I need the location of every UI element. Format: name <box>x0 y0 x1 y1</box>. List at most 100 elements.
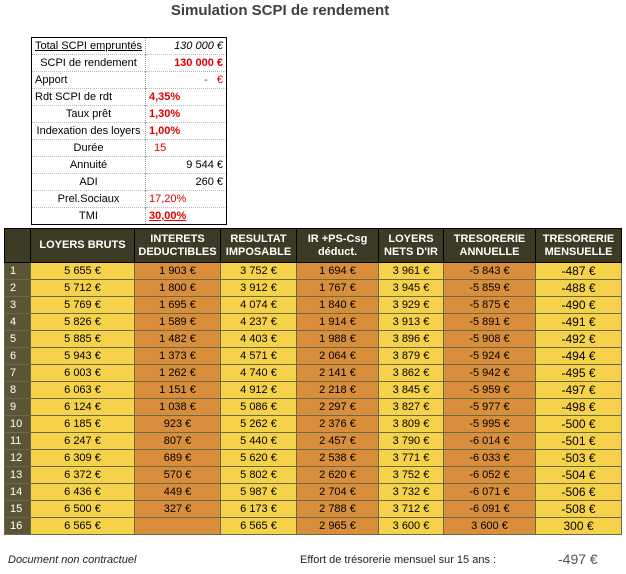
param-value[interactable]: - € <box>204 74 223 86</box>
row-number[interactable]: 7 <box>4 364 31 382</box>
tresorerie-mensuelle-cell[interactable]: -494 € <box>535 347 622 365</box>
row-number[interactable]: 3 <box>4 296 31 314</box>
loyers-bruts-cell[interactable]: 5 885 € <box>30 330 135 348</box>
loyers-bruts-cell[interactable]: 6 565 € <box>30 517 135 535</box>
param-value[interactable]: 15 <box>154 142 167 154</box>
resultat-cell[interactable]: 4 740 € <box>220 364 297 382</box>
resultat-cell[interactable]: 5 262 € <box>220 415 297 433</box>
row-number[interactable]: 14 <box>4 483 31 501</box>
ir-ps-cell[interactable]: 2 620 € <box>296 466 379 484</box>
interets-cell[interactable]: 1 262 € <box>134 364 221 382</box>
tresorerie-annuelle-cell[interactable]: -5 942 € <box>443 364 536 382</box>
row-number[interactable]: 10 <box>4 415 31 433</box>
row-number[interactable]: 9 <box>4 398 31 416</box>
resultat-cell[interactable]: 4 074 € <box>220 296 297 314</box>
tresorerie-annuelle-cell[interactable]: -5 843 € <box>443 262 536 280</box>
loyers-nets-cell[interactable]: 3 929 € <box>378 296 444 314</box>
tresorerie-annuelle-cell[interactable]: -5 859 € <box>443 279 536 297</box>
tresorerie-mensuelle-cell[interactable]: -504 € <box>535 466 622 484</box>
resultat-cell[interactable]: 6 173 € <box>220 500 297 518</box>
tresorerie-annuelle-cell[interactable]: -5 924 € <box>443 347 536 365</box>
interets-cell[interactable]: 1 482 € <box>134 330 221 348</box>
tresorerie-mensuelle-cell[interactable]: -491 € <box>535 313 622 331</box>
loyers-bruts-cell[interactable]: 6 372 € <box>30 466 135 484</box>
resultat-cell[interactable]: 4 912 € <box>220 381 297 399</box>
loyers-nets-cell[interactable]: 3 879 € <box>378 347 444 365</box>
loyers-bruts-cell[interactable]: 6 309 € <box>30 449 135 467</box>
tresorerie-annuelle-cell[interactable]: -6 071 € <box>443 483 536 501</box>
loyers-bruts-cell[interactable]: 6 003 € <box>30 364 135 382</box>
tresorerie-mensuelle-cell[interactable]: -495 € <box>535 364 622 382</box>
tresorerie-mensuelle-cell[interactable]: -500 € <box>535 415 622 433</box>
ir-ps-cell[interactable]: 2 538 € <box>296 449 379 467</box>
interets-cell[interactable]: 1 038 € <box>134 398 221 416</box>
loyers-bruts-cell[interactable]: 5 826 € <box>30 313 135 331</box>
loyers-bruts-cell[interactable]: 5 655 € <box>30 262 135 280</box>
interets-cell[interactable]: 327 € <box>134 500 221 518</box>
tresorerie-annuelle-cell[interactable]: -5 995 € <box>443 415 536 433</box>
ir-ps-cell[interactable]: 2 457 € <box>296 432 379 450</box>
loyers-bruts-cell[interactable]: 6 124 € <box>30 398 135 416</box>
ir-ps-cell[interactable]: 2 965 € <box>296 517 379 535</box>
row-number[interactable]: 15 <box>4 500 31 518</box>
tresorerie-annuelle-cell[interactable]: -6 091 € <box>443 500 536 518</box>
ir-ps-cell[interactable]: 1 694 € <box>296 262 379 280</box>
loyers-nets-cell[interactable]: 3 809 € <box>378 415 444 433</box>
ir-ps-cell[interactable]: 2 297 € <box>296 398 379 416</box>
tresorerie-annuelle-cell[interactable]: -6 033 € <box>443 449 536 467</box>
row-number[interactable]: 11 <box>4 432 31 450</box>
param-value[interactable]: 130 000 € <box>174 57 223 69</box>
tresorerie-mensuelle-cell[interactable]: -490 € <box>535 296 622 314</box>
loyers-nets-cell[interactable]: 3 862 € <box>378 364 444 382</box>
loyers-nets-cell[interactable]: 3 771 € <box>378 449 444 467</box>
loyers-nets-cell[interactable]: 3 752 € <box>378 466 444 484</box>
row-number[interactable]: 1 <box>4 262 31 280</box>
ir-ps-cell[interactable]: 2 704 € <box>296 483 379 501</box>
interets-cell[interactable]: 1 373 € <box>134 347 221 365</box>
tresorerie-annuelle-cell[interactable]: 3 600 € <box>443 517 536 535</box>
loyers-bruts-cell[interactable]: 5 712 € <box>30 279 135 297</box>
resultat-cell[interactable]: 3 912 € <box>220 279 297 297</box>
loyers-nets-cell[interactable]: 3 896 € <box>378 330 444 348</box>
ir-ps-cell[interactable]: 2 788 € <box>296 500 379 518</box>
resultat-cell[interactable]: 5 987 € <box>220 483 297 501</box>
tresorerie-mensuelle-cell[interactable]: -487 € <box>535 262 622 280</box>
loyers-nets-cell[interactable]: 3 712 € <box>378 500 444 518</box>
interets-cell[interactable]: 807 € <box>134 432 221 450</box>
loyers-nets-cell[interactable]: 3 845 € <box>378 381 444 399</box>
param-value[interactable]: 17,20% <box>149 193 187 205</box>
row-number[interactable]: 5 <box>4 330 31 348</box>
resultat-cell[interactable]: 4 237 € <box>220 313 297 331</box>
loyers-nets-cell[interactable]: 3 913 € <box>378 313 444 331</box>
interets-cell[interactable]: 1 903 € <box>134 262 221 280</box>
resultat-cell[interactable]: 4 571 € <box>220 347 297 365</box>
interets-cell[interactable]: 689 € <box>134 449 221 467</box>
resultat-cell[interactable]: 5 802 € <box>220 466 297 484</box>
interets-cell[interactable] <box>134 517 221 535</box>
resultat-cell[interactable]: 6 565 € <box>220 517 297 535</box>
tresorerie-mensuelle-cell[interactable]: -501 € <box>535 432 622 450</box>
loyers-bruts-cell[interactable]: 6 436 € <box>30 483 135 501</box>
resultat-cell[interactable]: 5 440 € <box>220 432 297 450</box>
ir-ps-cell[interactable]: 1 988 € <box>296 330 379 348</box>
interets-cell[interactable]: 1 589 € <box>134 313 221 331</box>
row-number[interactable]: 13 <box>4 466 31 484</box>
resultat-cell[interactable]: 5 620 € <box>220 449 297 467</box>
row-number[interactable]: 2 <box>4 279 31 297</box>
tresorerie-mensuelle-cell[interactable]: -503 € <box>535 449 622 467</box>
loyers-bruts-cell[interactable]: 5 943 € <box>30 347 135 365</box>
loyers-nets-cell[interactable]: 3 790 € <box>378 432 444 450</box>
ir-ps-cell[interactable]: 1 840 € <box>296 296 379 314</box>
tresorerie-mensuelle-cell[interactable]: 300 € <box>535 517 622 535</box>
resultat-cell[interactable]: 5 086 € <box>220 398 297 416</box>
loyers-bruts-cell[interactable]: 6 063 € <box>30 381 135 399</box>
loyers-nets-cell[interactable]: 3 961 € <box>378 262 444 280</box>
loyers-nets-cell[interactable]: 3 827 € <box>378 398 444 416</box>
tresorerie-mensuelle-cell[interactable]: -497 € <box>535 381 622 399</box>
loyers-nets-cell[interactable]: 3 732 € <box>378 483 444 501</box>
ir-ps-cell[interactable]: 1 767 € <box>296 279 379 297</box>
row-number[interactable]: 12 <box>4 449 31 467</box>
ir-ps-cell[interactable]: 2 376 € <box>296 415 379 433</box>
ir-ps-cell[interactable]: 1 914 € <box>296 313 379 331</box>
tresorerie-annuelle-cell[interactable]: -5 959 € <box>443 381 536 399</box>
